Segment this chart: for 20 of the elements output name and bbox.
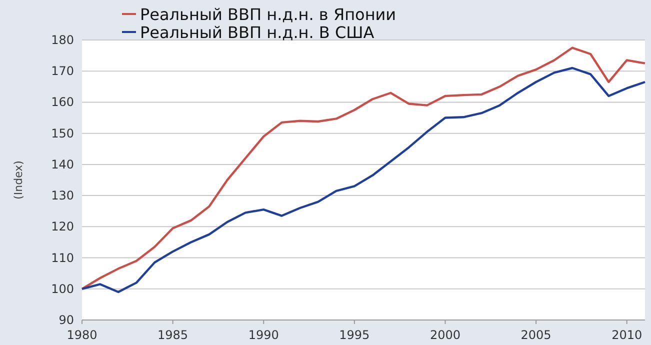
y-tick-label: 170: [51, 64, 74, 78]
x-tick-label: 2005: [520, 328, 552, 342]
x-tick-label: 1995: [339, 328, 370, 342]
x-tick-label: 2010: [612, 328, 642, 342]
y-axis-title: (Index): [12, 160, 25, 200]
x-tick-label: 1990: [248, 328, 279, 342]
y-tick-label: 180: [51, 33, 74, 47]
y-tick-label: 90: [58, 313, 74, 327]
legend-label: Реальный ВВП н.д.н. В США: [140, 23, 374, 42]
y-tick-label: 120: [51, 220, 74, 234]
y-tick-label: 100: [51, 282, 74, 296]
legend-label: Реальный ВВП н.д.н. в Японии: [140, 5, 396, 24]
x-tick-label: 1985: [158, 328, 188, 342]
x-tick-label: 2000: [430, 328, 460, 342]
y-tick-label: 130: [51, 188, 74, 203]
x-tick-label: 1980: [66, 328, 98, 342]
y-tick-label: 150: [51, 126, 74, 140]
y-tick-label: 160: [51, 95, 74, 110]
y-tick-label: 140: [51, 157, 74, 172]
y-tick-label: 110: [51, 250, 74, 265]
